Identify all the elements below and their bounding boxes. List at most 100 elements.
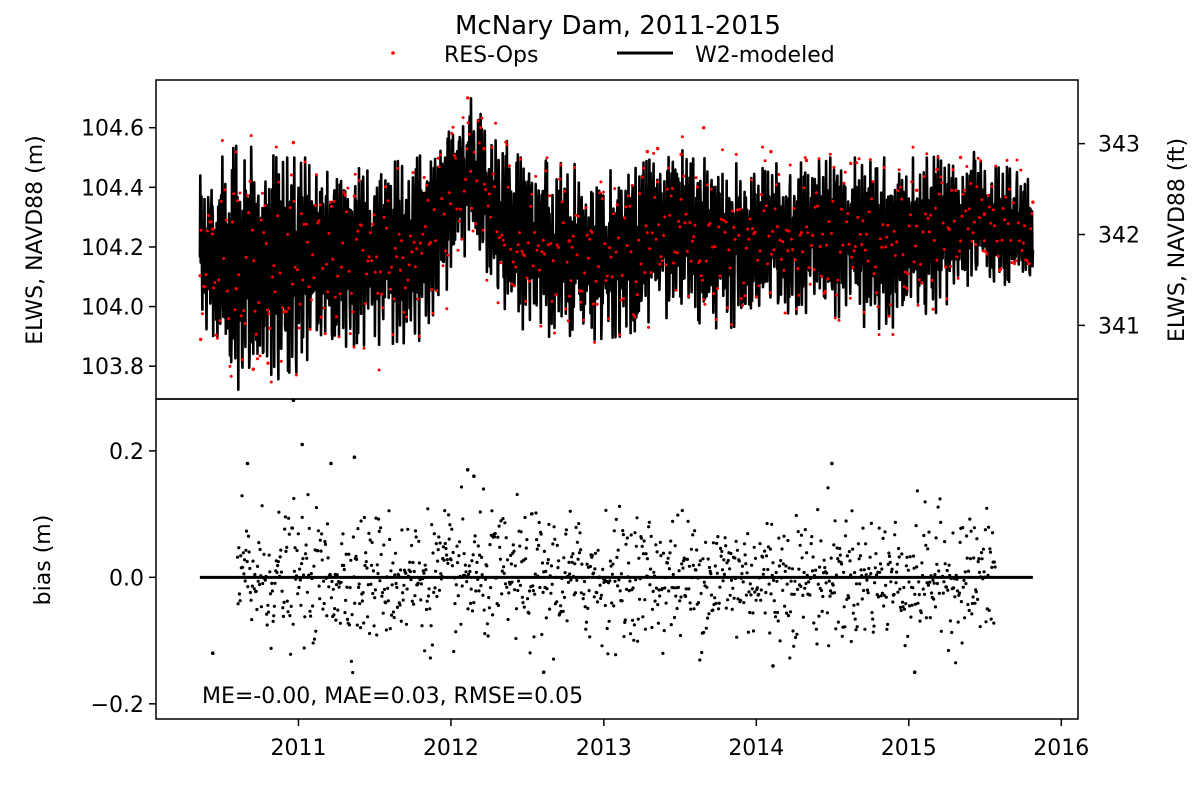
bias-point [696, 601, 701, 605]
bias-point [256, 579, 260, 583]
res-ops-point [466, 96, 470, 100]
res-ops-point [638, 192, 642, 196]
bias-point [751, 611, 755, 615]
bias-point [485, 622, 489, 626]
res-ops-point [223, 188, 227, 192]
legend-marker-res-ops [391, 51, 395, 55]
bias-point [737, 559, 741, 563]
bias-point [476, 544, 480, 548]
bias-point [344, 552, 348, 556]
res-ops-point [580, 289, 584, 293]
res-ops-point [882, 166, 886, 169]
bias-point [691, 533, 695, 537]
bias-point [374, 516, 378, 520]
bias-point [244, 548, 248, 552]
bias-point [298, 578, 302, 582]
res-ops-point [843, 170, 847, 174]
bias-point [262, 552, 266, 557]
res-ops-point [554, 293, 558, 297]
bias-point [990, 565, 994, 570]
x-tick-label: 2011 [270, 736, 326, 761]
res-ops-point [200, 312, 204, 316]
bias-point [252, 575, 256, 579]
bias-point [357, 585, 361, 590]
res-ops-point [773, 207, 777, 211]
res-ops-point [535, 248, 539, 252]
bias-point [367, 531, 371, 536]
bias-point [909, 615, 913, 619]
bias-point [263, 578, 267, 582]
bias-point [481, 487, 486, 491]
bias-point [678, 599, 682, 603]
bias-point [937, 591, 942, 595]
res-ops-point [365, 272, 369, 276]
res-ops-point [624, 205, 628, 209]
res-ops-point [440, 197, 444, 200]
bias-point [913, 602, 918, 606]
res-ops-point [764, 204, 768, 208]
bias-point [434, 542, 438, 546]
bias-point [763, 611, 767, 615]
bias-point [316, 529, 320, 533]
bias-point [953, 595, 957, 599]
res-ops-point [1010, 261, 1014, 265]
res-ops-point [480, 116, 484, 120]
res-ops-point [728, 266, 732, 270]
bias-point [900, 552, 904, 556]
res-ops-point [654, 237, 658, 241]
res-ops-point [599, 180, 603, 184]
bias-point [647, 525, 651, 529]
bias-point [536, 574, 540, 578]
bias-point [724, 606, 728, 610]
bias-point [896, 590, 900, 594]
res-ops-point [266, 308, 269, 312]
bias-point [749, 593, 753, 597]
res-ops-point [756, 258, 760, 262]
bias-point [379, 552, 383, 557]
bias-point [534, 511, 538, 515]
bias-point [278, 574, 282, 579]
res-ops-point [915, 224, 919, 228]
bias-point [567, 560, 571, 565]
bias-point [296, 592, 300, 596]
bias-point [571, 574, 576, 579]
bias-point [298, 567, 302, 571]
res-ops-point [324, 262, 328, 266]
bias-point [320, 558, 324, 562]
bias-point [911, 586, 915, 590]
res-ops-point [333, 295, 337, 299]
bias-point [540, 561, 545, 565]
res-ops-point [294, 373, 298, 377]
bias-point [314, 506, 319, 510]
res-ops-point [343, 193, 347, 197]
res-ops-point [930, 278, 934, 282]
bias-point [723, 536, 727, 540]
res-ops-point [803, 156, 807, 160]
bias-point [673, 544, 677, 548]
bias-point [838, 546, 842, 551]
bias-point [450, 527, 454, 531]
bias-point [372, 624, 376, 628]
bias-point [382, 587, 387, 592]
bias-point [432, 532, 436, 536]
bias-point [533, 592, 537, 596]
bias-point [956, 620, 960, 624]
bias-point [966, 569, 971, 573]
bias-point [750, 587, 754, 591]
res-ops-point [955, 255, 959, 259]
bias-point [713, 596, 717, 600]
bias-point [800, 556, 804, 560]
res-ops-point [741, 304, 744, 307]
res-ops-point [435, 289, 439, 293]
bias-point [590, 553, 594, 558]
bias-point [669, 539, 673, 543]
bias-point [542, 549, 547, 554]
bias-point [609, 564, 613, 568]
res-ops-point [956, 276, 960, 280]
bias-point [375, 563, 379, 567]
res-ops-point [205, 229, 209, 233]
bias-point [498, 557, 502, 561]
bias-point [963, 616, 967, 620]
bias-point [244, 529, 249, 533]
